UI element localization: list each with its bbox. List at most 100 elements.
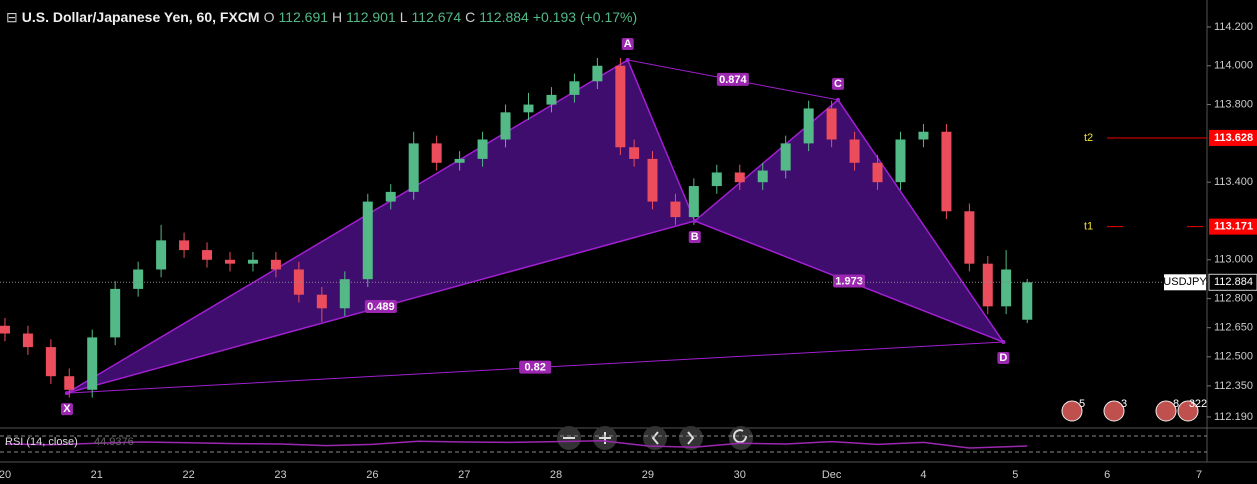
toolbar[interactable] bbox=[557, 426, 753, 450]
x-tick-label: 30 bbox=[734, 469, 746, 481]
legend-value: 112.674 bbox=[411, 9, 462, 25]
legend: ⊟ U.S. Dollar/Japanese Yen, 60, FXCM O 112.… bbox=[6, 9, 641, 26]
x-tick-label: 22 bbox=[183, 469, 195, 481]
collapse-icon[interactable]: ⊟ bbox=[6, 9, 18, 25]
x-tick-label: 4 bbox=[920, 469, 926, 481]
candle-body bbox=[1001, 269, 1012, 307]
y-tick-label: 112.190 bbox=[1214, 411, 1253, 423]
event-badge[interactable] bbox=[1177, 400, 1199, 422]
point-box bbox=[60, 403, 73, 416]
x-tick-label: Dec bbox=[822, 469, 842, 481]
symbol-title: U.S. Dollar/Japanese Yen, 60, FXCM bbox=[21, 9, 260, 25]
y-tick-label: 114.200 bbox=[1214, 21, 1253, 33]
candle-body bbox=[362, 201, 373, 280]
target-value: 113.628 bbox=[1214, 132, 1253, 144]
point-label: D bbox=[999, 352, 1007, 364]
event-badge[interactable] bbox=[1103, 400, 1125, 422]
candle-body bbox=[477, 139, 488, 159]
x-tick-label: 7 bbox=[1196, 469, 1202, 481]
point-box bbox=[997, 352, 1010, 365]
x-tick-label: 29 bbox=[642, 469, 654, 481]
icon bbox=[651, 431, 659, 445]
pattern-vertex bbox=[1001, 340, 1006, 345]
target-box bbox=[1209, 129, 1257, 146]
candle-body bbox=[22, 333, 33, 348]
harmonic-pattern: 0.489 0.874 1.973 0.82 bbox=[66, 58, 1006, 394]
event-count: 3 bbox=[1121, 398, 1127, 410]
point-label: C bbox=[834, 78, 842, 90]
y-tick-label: 112.800 bbox=[1214, 292, 1253, 304]
candle-body bbox=[757, 170, 768, 183]
candle-body bbox=[803, 108, 814, 144]
candle-body bbox=[270, 259, 281, 270]
y-tick-label: 112.500 bbox=[1214, 351, 1253, 363]
ratio-box bbox=[716, 72, 749, 86]
candle-body bbox=[385, 191, 396, 202]
legend-value: 112.884 bbox=[479, 9, 529, 25]
candle-body bbox=[293, 269, 304, 295]
pattern-vertex bbox=[836, 97, 841, 102]
ratio-box bbox=[364, 300, 397, 314]
point-box bbox=[621, 37, 634, 50]
candle-body bbox=[247, 259, 258, 264]
point-label: A bbox=[624, 38, 632, 50]
x-tick-label: 5 bbox=[1012, 469, 1018, 481]
candle-body bbox=[895, 139, 906, 183]
x-tick-label: 23 bbox=[274, 469, 286, 481]
last-price-box bbox=[1208, 273, 1257, 291]
ratio-label: 0.489 bbox=[367, 301, 395, 313]
candle-body bbox=[964, 211, 975, 264]
candle-body bbox=[849, 139, 860, 163]
candle-body bbox=[615, 65, 626, 148]
candle-body bbox=[454, 158, 465, 163]
target-value: 113.171 bbox=[1214, 221, 1253, 233]
event-badge[interactable] bbox=[1155, 400, 1177, 422]
point-label: X bbox=[63, 403, 71, 415]
candle-body bbox=[918, 131, 929, 140]
event-count: 322 bbox=[1189, 398, 1207, 410]
target-name: t2 bbox=[1084, 132, 1093, 144]
candle-body bbox=[64, 376, 75, 390]
legend-value: 112.691 bbox=[278, 9, 329, 25]
candle-body bbox=[339, 279, 350, 309]
candle-body bbox=[670, 201, 681, 218]
scroll-right[interactable] bbox=[679, 426, 703, 450]
candle-body bbox=[647, 158, 658, 202]
point-box bbox=[688, 230, 701, 243]
event-badge[interactable] bbox=[1061, 400, 1083, 422]
y-tick-label: 112.350 bbox=[1214, 380, 1253, 392]
legend-key: H bbox=[332, 9, 343, 25]
ratio-box bbox=[833, 274, 866, 288]
scroll-left[interactable] bbox=[643, 426, 667, 450]
icon bbox=[599, 432, 611, 444]
candle-body bbox=[569, 81, 580, 95]
event-count: 8 bbox=[1173, 398, 1179, 410]
x-tick-label: 26 bbox=[366, 469, 378, 481]
x-tick-label: 28 bbox=[550, 469, 562, 481]
candle-body bbox=[110, 288, 121, 338]
target-box bbox=[1209, 218, 1257, 235]
candle-body bbox=[523, 104, 534, 113]
rsi-value: 44.9376 bbox=[94, 436, 134, 448]
legend-change: +0.193 (+0.17%) bbox=[532, 9, 638, 25]
target-name: t1 bbox=[1084, 221, 1093, 233]
x-tick-label: 20 bbox=[0, 469, 11, 481]
candle-body bbox=[179, 240, 190, 251]
legend-value: 112.901 bbox=[346, 9, 396, 25]
y-tick-label: 113.800 bbox=[1214, 98, 1253, 110]
candle-body bbox=[316, 294, 327, 309]
candle-body bbox=[826, 108, 837, 140]
x-tick-label: 27 bbox=[458, 469, 470, 481]
candle-body bbox=[431, 143, 442, 163]
candle-body bbox=[688, 186, 699, 218]
icon bbox=[687, 431, 695, 445]
symbol-box bbox=[1164, 274, 1206, 291]
ratio-label: 1.973 bbox=[835, 275, 863, 287]
x-tick-label: 21 bbox=[91, 469, 103, 481]
ratio-box bbox=[519, 360, 552, 374]
event-count: 5 bbox=[1079, 398, 1085, 410]
legend-key: O bbox=[263, 9, 275, 25]
candle-body bbox=[592, 65, 603, 82]
